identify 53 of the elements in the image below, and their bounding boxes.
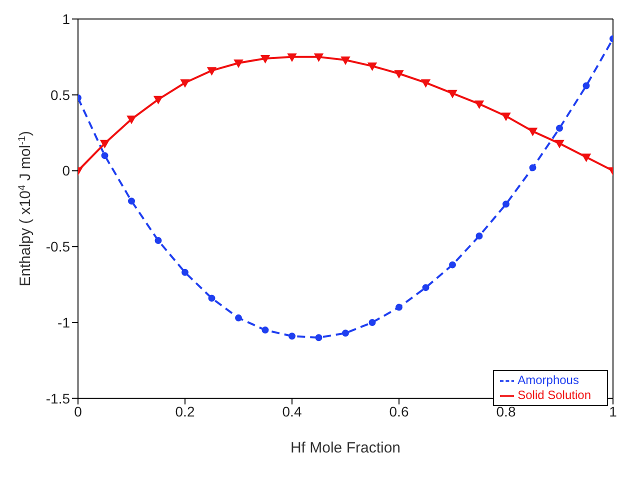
point (449, 261, 456, 268)
point (529, 164, 536, 172)
point (235, 314, 242, 322)
y-tick-label: -1.5 (46, 390, 70, 406)
x-axis-title: Hf Mole Fraction (290, 439, 401, 456)
point (260, 54, 270, 63)
point (315, 334, 322, 342)
point (582, 82, 590, 90)
point (288, 53, 296, 62)
point (448, 90, 457, 98)
point (127, 116, 136, 124)
x-tick-label: 0.8 (496, 403, 516, 420)
point (502, 112, 510, 121)
y-tick-label: -0.5 (46, 238, 70, 255)
point (101, 152, 108, 160)
point (422, 284, 430, 292)
point (394, 70, 404, 78)
point (502, 200, 510, 208)
point (100, 140, 110, 148)
point (208, 294, 216, 302)
y-tick-label: 0 (62, 162, 70, 179)
y-tick-label: 1 (62, 10, 70, 27)
point (474, 100, 484, 108)
legend-label: Solid Solution (518, 388, 591, 402)
x-tick-label: 0.6 (389, 403, 409, 420)
point (368, 62, 377, 71)
point (182, 268, 188, 276)
point (128, 198, 135, 205)
point (342, 330, 349, 337)
x-tick-label: 0 (74, 403, 82, 420)
x-tick-label: 0.4 (282, 403, 302, 420)
y-tick-label: 0.5 (50, 86, 70, 103)
point (234, 60, 243, 68)
x-tick-label: 1 (609, 403, 618, 420)
point (555, 140, 564, 148)
point (421, 79, 430, 88)
point (180, 79, 190, 88)
point (476, 232, 483, 240)
point (528, 128, 538, 136)
point (154, 96, 163, 104)
point (396, 304, 402, 311)
point (262, 326, 269, 334)
point (582, 154, 591, 162)
legend-label: Amorphous (518, 373, 579, 387)
x-tick-label: 0.2 (175, 403, 195, 420)
y-tick-label: -1 (58, 314, 70, 330)
point (368, 318, 376, 326)
point (207, 67, 216, 76)
point (288, 332, 296, 340)
point (154, 237, 162, 244)
point (556, 124, 563, 132)
point (341, 56, 350, 64)
point (314, 53, 324, 62)
